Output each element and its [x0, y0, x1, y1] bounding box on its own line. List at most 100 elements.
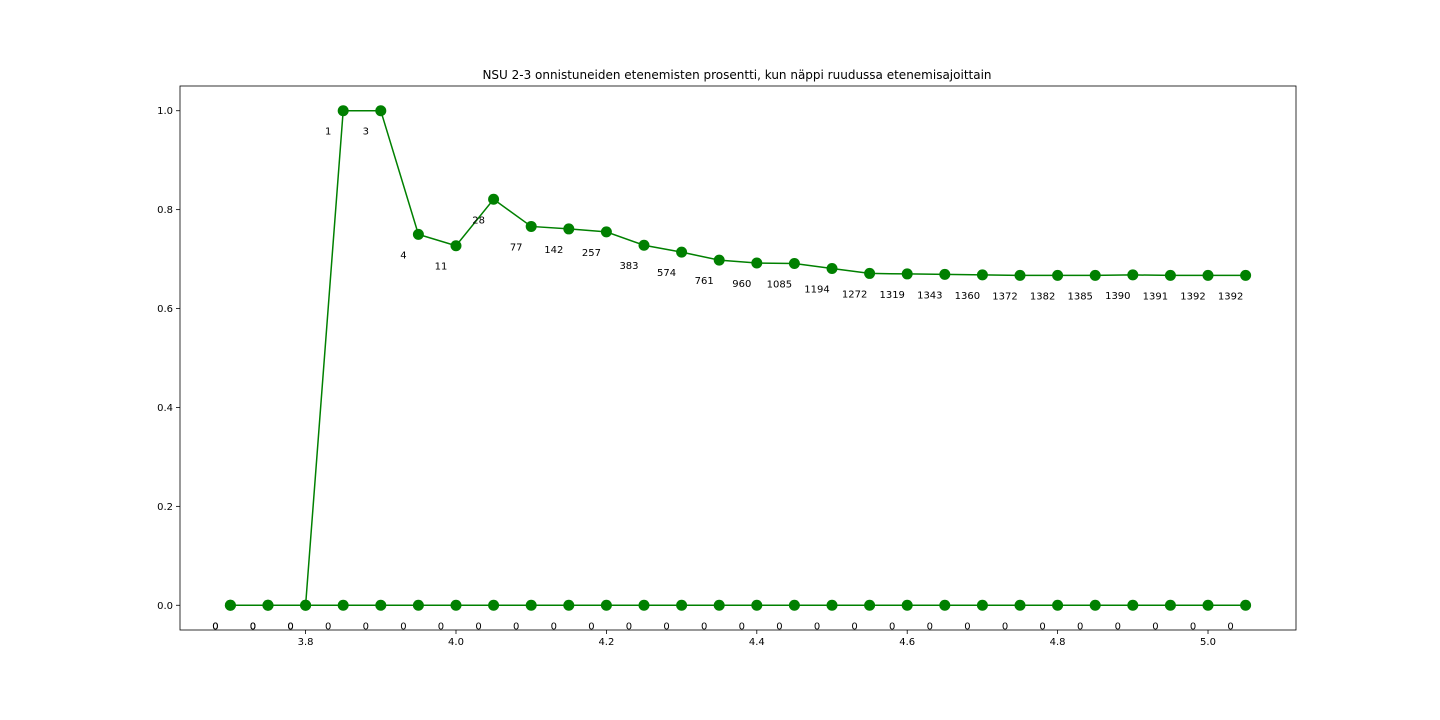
data-label: 960	[732, 279, 751, 290]
x-tick-label: 4.4	[749, 637, 765, 648]
data-point	[488, 599, 500, 611]
data-point	[901, 268, 913, 280]
data-point	[488, 193, 500, 205]
data-label: 0	[513, 621, 519, 632]
data-label: 761	[695, 276, 714, 287]
y-tick-label: 0.2	[157, 502, 173, 513]
data-point	[412, 228, 424, 240]
data-point	[788, 258, 800, 270]
data-point	[1240, 269, 1252, 281]
data-point	[1014, 599, 1026, 611]
data-point	[262, 599, 274, 611]
data-label: 3	[363, 127, 369, 138]
data-label: 0	[551, 621, 557, 632]
x-tick-label: 4.6	[899, 637, 915, 648]
x-tick-label: 5.0	[1200, 637, 1216, 648]
data-label: 0	[1077, 621, 1083, 632]
data-label: 0	[663, 621, 669, 632]
data-point	[450, 599, 462, 611]
data-label: 1319	[879, 290, 904, 301]
data-point	[1089, 599, 1101, 611]
data-point	[337, 599, 349, 611]
data-label: 1382	[1030, 291, 1055, 302]
data-label: 11	[435, 262, 448, 273]
data-point	[1202, 599, 1214, 611]
data-label: 1085	[767, 280, 792, 291]
data-point	[563, 223, 575, 235]
data-point	[638, 239, 650, 251]
data-label: 0	[250, 621, 256, 632]
data-label: 0	[814, 621, 820, 632]
data-label: 1194	[804, 284, 829, 295]
data-label: 1	[325, 127, 331, 138]
data-point	[412, 599, 424, 611]
data-label: 574	[657, 268, 676, 279]
data-label: 0	[1002, 621, 1008, 632]
data-point	[1127, 599, 1139, 611]
data-label: 383	[619, 261, 638, 272]
x-tick-label: 3.8	[298, 637, 314, 648]
data-label: 0	[1227, 621, 1233, 632]
series-line	[230, 109, 1246, 607]
data-point	[1089, 269, 1101, 281]
data-label: 0	[363, 621, 369, 632]
data-point	[638, 599, 650, 611]
data-point	[1127, 269, 1139, 281]
plot-frame	[179, 85, 1297, 631]
data-label: 0	[1115, 621, 1121, 632]
data-label: 0	[1190, 621, 1196, 632]
data-label: 0	[325, 621, 331, 632]
chart-title: NSU 2-3 onnistuneiden etenemisten prosen…	[482, 68, 992, 82]
data-point	[864, 599, 876, 611]
data-label: 0	[701, 621, 707, 632]
data-point	[976, 599, 988, 611]
data-label: 0	[438, 621, 444, 632]
data-point	[864, 267, 876, 279]
data-label: 0	[626, 621, 632, 632]
y-tick-label: 0.0	[157, 601, 173, 612]
data-point	[600, 599, 612, 611]
data-label: 0	[588, 621, 594, 632]
data-label: 0	[250, 621, 256, 632]
data-label: 4	[400, 250, 406, 261]
data-label: 0	[287, 621, 293, 632]
data-label: 1343	[917, 290, 942, 301]
data-point	[676, 246, 688, 258]
data-label: 1272	[842, 289, 867, 300]
data-label: 1391	[1143, 291, 1168, 302]
x-tick-label: 4.2	[598, 637, 614, 648]
data-label: 142	[544, 245, 563, 256]
data-point	[713, 599, 725, 611]
data-label: 0	[400, 621, 406, 632]
data-point	[1052, 599, 1064, 611]
x-tick-label: 4.8	[1050, 637, 1066, 648]
data-point	[1164, 269, 1176, 281]
data-point	[300, 599, 312, 611]
data-point	[1164, 599, 1176, 611]
data-point	[826, 262, 838, 274]
y-tick-label: 0.8	[157, 205, 173, 216]
data-point	[751, 257, 763, 269]
data-point	[1240, 599, 1252, 611]
data-label: 257	[582, 248, 601, 259]
data-point	[600, 226, 612, 238]
data-point	[337, 105, 349, 117]
data-point	[525, 220, 537, 232]
y-tick-label: 0.4	[157, 403, 173, 414]
data-label: 0	[1039, 621, 1045, 632]
data-label: 0	[1152, 621, 1158, 632]
data-point	[1202, 269, 1214, 281]
data-point	[1014, 269, 1026, 281]
data-label: 77	[510, 242, 523, 253]
data-label: 28	[472, 215, 485, 226]
data-point	[563, 599, 575, 611]
data-label: 0	[287, 621, 293, 632]
data-label: 1360	[955, 291, 980, 302]
data-point	[939, 268, 951, 280]
data-label: 0	[964, 621, 970, 632]
data-point	[713, 254, 725, 266]
data-label: 0	[851, 621, 857, 632]
data-point	[939, 599, 951, 611]
y-tick-label: 0.6	[157, 304, 173, 315]
